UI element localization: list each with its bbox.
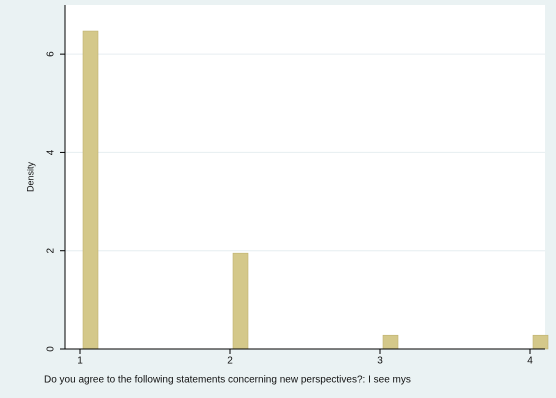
x-tick-label: 1 xyxy=(77,356,83,367)
plot-area xyxy=(65,5,545,349)
x-tick-label: 3 xyxy=(377,356,383,367)
bar xyxy=(82,30,99,350)
bar xyxy=(382,334,399,350)
bar xyxy=(232,252,249,350)
x-tick-label: 2 xyxy=(227,356,233,367)
x-axis-label: Do you agree to the following statements… xyxy=(44,375,411,386)
y-tick-label: 4 xyxy=(46,149,57,155)
y-tick-label: 2 xyxy=(46,247,57,253)
y-tick-label: 0 xyxy=(46,346,57,352)
y-tick-label: 6 xyxy=(46,51,57,57)
bar xyxy=(532,334,549,350)
x-tick-label: 4 xyxy=(527,356,533,367)
y-axis-label: Density xyxy=(25,161,35,192)
